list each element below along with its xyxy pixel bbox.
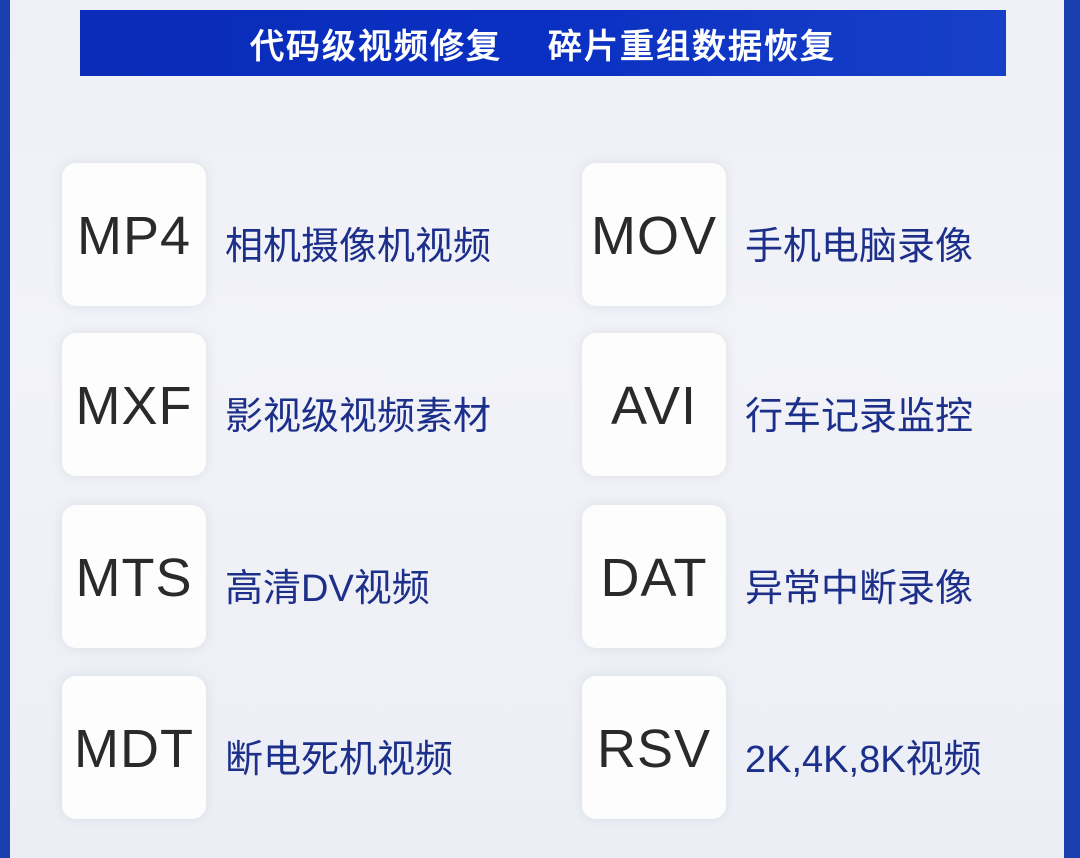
format-description: 手机电脑录像 bbox=[745, 226, 974, 268]
format-card bbox=[62, 333, 206, 476]
format-description: 异常中断录像 bbox=[745, 568, 974, 610]
format-card bbox=[582, 163, 726, 306]
format-description: 行车记录监控 bbox=[745, 396, 974, 438]
format-code: MDT bbox=[74, 719, 194, 779]
format-card bbox=[582, 505, 726, 648]
format-code: MOV bbox=[590, 206, 717, 266]
left-border bbox=[0, 0, 10, 858]
right-border bbox=[1064, 0, 1080, 858]
format-description: 断电死机视频 bbox=[225, 739, 454, 781]
format-card bbox=[62, 505, 206, 648]
banner-text-right: 碎片重组数据恢复 bbox=[548, 27, 836, 66]
format-description: 影视级视频素材 bbox=[225, 396, 492, 438]
format-code: DAT bbox=[600, 548, 708, 608]
format-description: 2K,4K,8K视频 bbox=[745, 739, 982, 781]
format-card bbox=[582, 333, 726, 476]
format-description: 高清DV视频 bbox=[225, 568, 430, 610]
format-card bbox=[582, 676, 726, 819]
format-code: RSV bbox=[596, 719, 712, 779]
header-banner: 代码级视频修复 碎片重组数据恢复 bbox=[80, 10, 1006, 76]
format-card bbox=[62, 163, 206, 306]
format-code: MTS bbox=[75, 548, 193, 608]
format-code: AVI bbox=[610, 376, 698, 436]
format-code: MP4 bbox=[76, 206, 192, 266]
banner-text-left: 代码级视频修复 bbox=[250, 27, 502, 66]
format-card bbox=[62, 676, 206, 819]
format-description: 相机摄像机视频 bbox=[225, 226, 492, 268]
format-code: MXF bbox=[75, 376, 193, 436]
